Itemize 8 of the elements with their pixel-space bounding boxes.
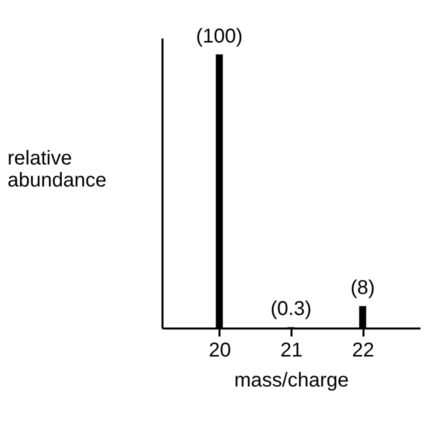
data-label: (8) <box>350 277 375 300</box>
x-tick-label: 22 <box>352 340 374 362</box>
x-tick-label: 21 <box>280 340 303 362</box>
data-label: (100) <box>196 25 243 48</box>
y-axis-title: relative abundance <box>8 148 106 192</box>
x-axis-title: mass/charge <box>234 370 349 392</box>
data-label: (0.3) <box>270 298 312 320</box>
x-tick-label: 20 <box>208 340 231 362</box>
